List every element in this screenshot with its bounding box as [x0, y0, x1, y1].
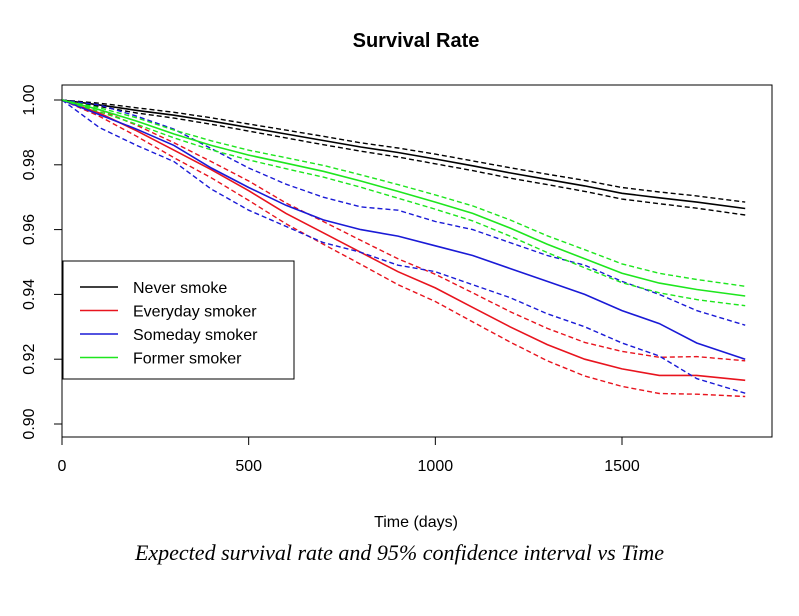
series-everyday-smoker-line: [61, 99, 746, 382]
x-axis-label: Time (days): [374, 514, 458, 531]
y-tick-label: 0.92: [21, 344, 38, 375]
legend-entry: Former smoker: [133, 351, 242, 368]
y-tick-label: 0.98: [21, 149, 38, 180]
series-someday-smoker-line: [61, 99, 746, 360]
series-former-smoker-ci-upper: [61, 99, 746, 287]
survival-chart: Survival Rate 0 500 1000 1500 0.900.920.940…: [21, 30, 773, 531]
series-everyday-smoker-ci-upper: [61, 99, 746, 362]
legend: Never smoke Everyday smoker Someday smoker…: [62, 260, 295, 380]
y-tick-label: 0.96: [21, 214, 38, 245]
x-axis: 0 500 1000 1500: [58, 436, 640, 475]
y-tick-label: 0.90: [21, 408, 38, 439]
y-axis: 0.90 0.92 0.94 0.96 0.98 1.00: [21, 84, 63, 440]
series-never-smoke-ci-upper: [61, 99, 746, 203]
y-tick-label: 1.00: [21, 84, 38, 115]
series-someday-smoker-ci-upper: [61, 99, 746, 326]
x-tick-label: 1000: [418, 458, 454, 475]
legend-entry: Someday smoker: [133, 327, 258, 344]
chart-title: Survival Rate: [353, 30, 480, 52]
x-tick-label: 1500: [604, 458, 640, 475]
series-lines: [61, 99, 746, 398]
series-never-smoke-line: [61, 99, 746, 210]
legend-box: [62, 260, 295, 380]
series-former-smoker-line: [61, 99, 746, 297]
x-tick-label: 500: [235, 458, 262, 475]
figure-caption: Expected survival rate and 95% confidenc…: [134, 540, 665, 565]
legend-entry: Everyday smoker: [133, 304, 257, 321]
series-someday-smoker-ci-lower: [61, 99, 746, 394]
y-tick-label: 0.94: [21, 279, 38, 310]
series-never-smoke-ci-lower: [61, 99, 746, 216]
legend-entry: Never smoke: [133, 280, 227, 297]
x-tick-label: 0: [58, 458, 67, 475]
